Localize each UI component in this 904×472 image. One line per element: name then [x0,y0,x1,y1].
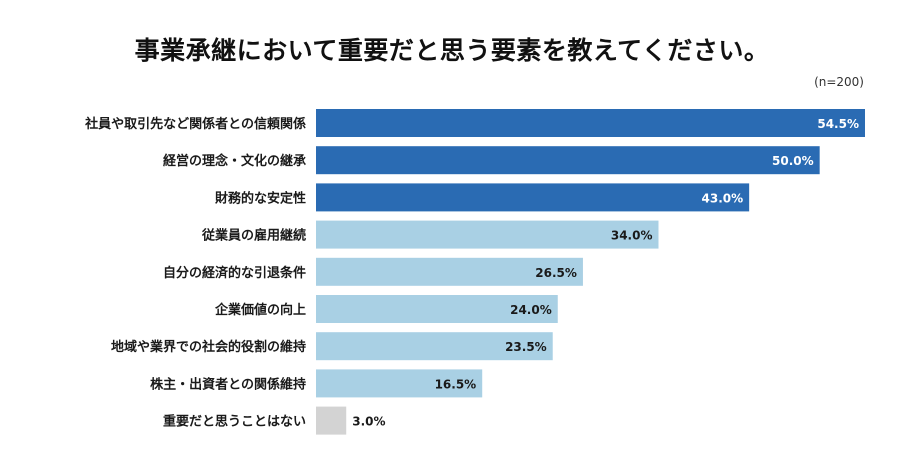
bar [316,295,558,323]
bar [316,109,865,137]
bar [316,183,750,212]
category-label: 株主・出資者との関係維持 [150,376,306,392]
category-label: 経営の理念・文化の継承 [163,153,306,169]
category-label: 企業価値の向上 [214,302,306,318]
bar [316,257,583,286]
category-label: 重要だと思うことはない [163,414,306,430]
category-label: 社員や取引先など関係者との信頼関係 [84,116,306,132]
bar [316,146,820,175]
chart-title: 事業承継において重要だと思う要素を教えてください。 [134,36,770,65]
value-label: 43.0% [702,191,744,205]
category-label: 従業員の雇用継続 [201,228,306,244]
bar [316,406,347,435]
category-label: 地域や業界での社会的役割の維持 [111,339,306,355]
sample-size-note: (n=200) [814,75,864,89]
value-label: 24.0% [510,303,552,317]
bar [316,332,553,361]
value-label: 50.0% [772,154,814,168]
value-label: 23.5% [505,340,547,354]
value-label: 3.0% [352,415,385,429]
category-label: 財務的な安定性 [214,190,306,206]
value-label: 54.5% [817,117,859,131]
value-label: 34.0% [611,229,653,243]
value-label: 26.5% [535,266,577,280]
value-label: 16.5% [435,377,477,391]
category-label: 自分の経済的な引退条件 [163,265,306,281]
bar [316,369,483,398]
bar [316,220,659,249]
